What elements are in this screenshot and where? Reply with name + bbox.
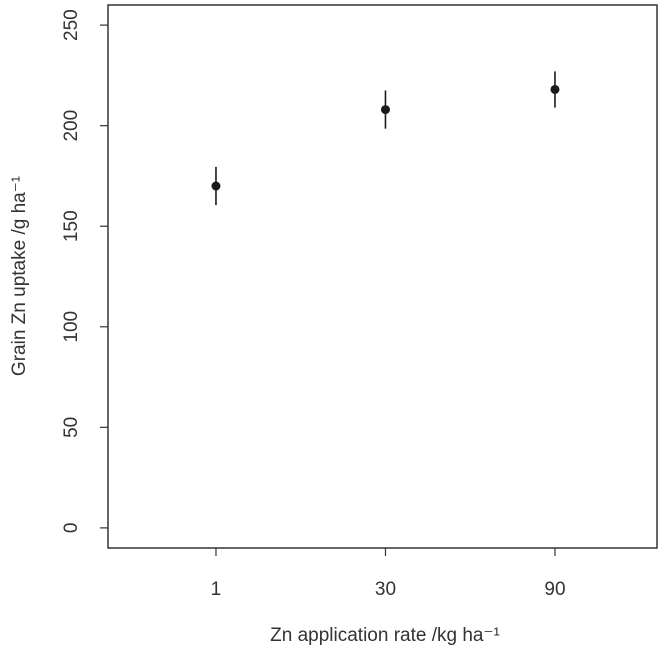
y-tick-label: 0 bbox=[61, 523, 82, 534]
y-tick-label: 200 bbox=[61, 110, 82, 142]
y-tick-label: 250 bbox=[61, 9, 82, 41]
y-tick-label: 100 bbox=[61, 311, 82, 343]
x-tick-label: 30 bbox=[375, 579, 396, 600]
point bbox=[550, 84, 560, 94]
point bbox=[211, 181, 221, 191]
x-tick-label: 1 bbox=[211, 579, 222, 600]
y-tick-label: 50 bbox=[61, 417, 82, 438]
x-tick-label: 90 bbox=[544, 579, 565, 600]
plot-frame bbox=[107, 4, 658, 549]
x-axis-label: Zn application rate /kg ha⁻¹ bbox=[270, 625, 500, 646]
y-tick-label: 150 bbox=[61, 210, 82, 242]
y-axis-label: Grain Zn uptake /g ha⁻¹ bbox=[9, 176, 30, 376]
point bbox=[380, 105, 390, 115]
